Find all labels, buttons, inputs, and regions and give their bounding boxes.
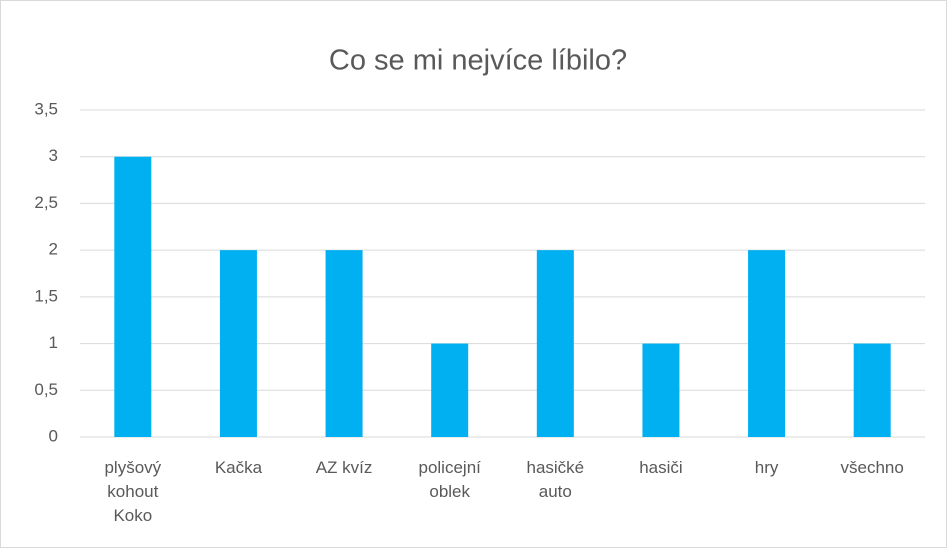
- bar: [325, 250, 363, 437]
- bar: [642, 343, 680, 437]
- y-tick-label: 3: [49, 146, 58, 165]
- bar: [853, 343, 891, 437]
- bar: [536, 250, 574, 437]
- x-tick-label: hasiči: [639, 458, 683, 477]
- x-tick-label: Kačka: [214, 458, 263, 477]
- x-tick-label: policejní oblek: [418, 458, 481, 501]
- x-tick-label: AZ kvíz: [315, 458, 373, 477]
- x-tick-label: hry: [754, 458, 779, 477]
- bar: [431, 343, 469, 437]
- x-tick-label: hasičké auto: [526, 458, 585, 501]
- bar: [114, 156, 152, 437]
- chart-title: Co se mi nejvíce líbilo?: [329, 45, 627, 77]
- x-tick-label: plyšový kohout Koko: [104, 458, 162, 525]
- y-tick-label: 1,5: [34, 286, 58, 305]
- y-tick-label: 2,5: [34, 193, 58, 212]
- bar: [219, 250, 257, 437]
- y-tick-label: 3,5: [34, 99, 58, 118]
- y-tick-label: 0,5: [34, 380, 58, 399]
- y-tick-label: 1: [49, 333, 58, 352]
- x-tick-label: všechno: [840, 458, 904, 477]
- y-tick-label: 0: [49, 426, 58, 445]
- y-tick-label: 2: [49, 240, 58, 259]
- bar: [748, 250, 786, 437]
